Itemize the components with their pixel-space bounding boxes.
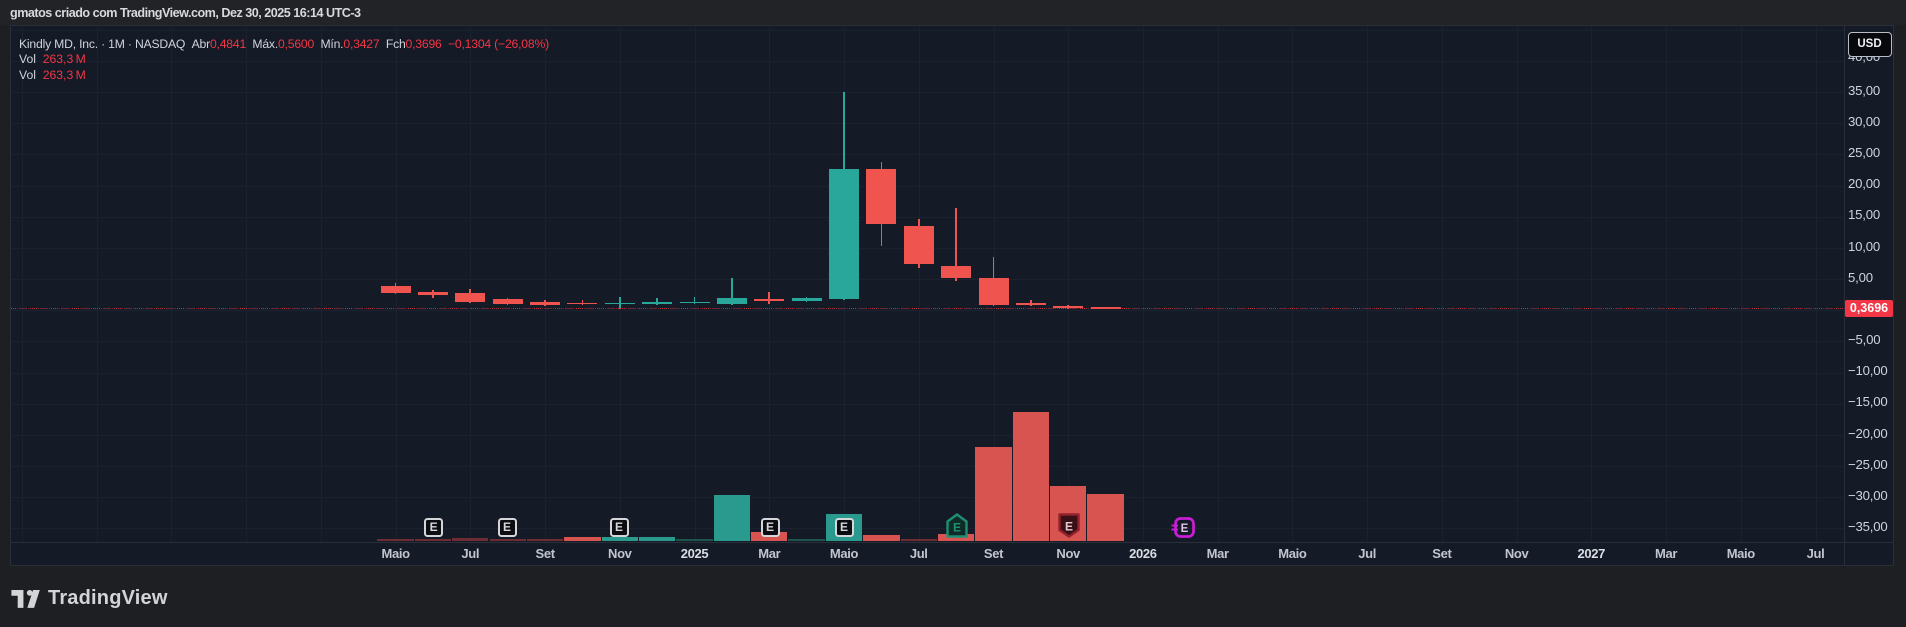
svg-text:E: E bbox=[1180, 523, 1188, 535]
svg-text:E: E bbox=[1065, 520, 1073, 534]
svg-text:E: E bbox=[953, 521, 961, 535]
